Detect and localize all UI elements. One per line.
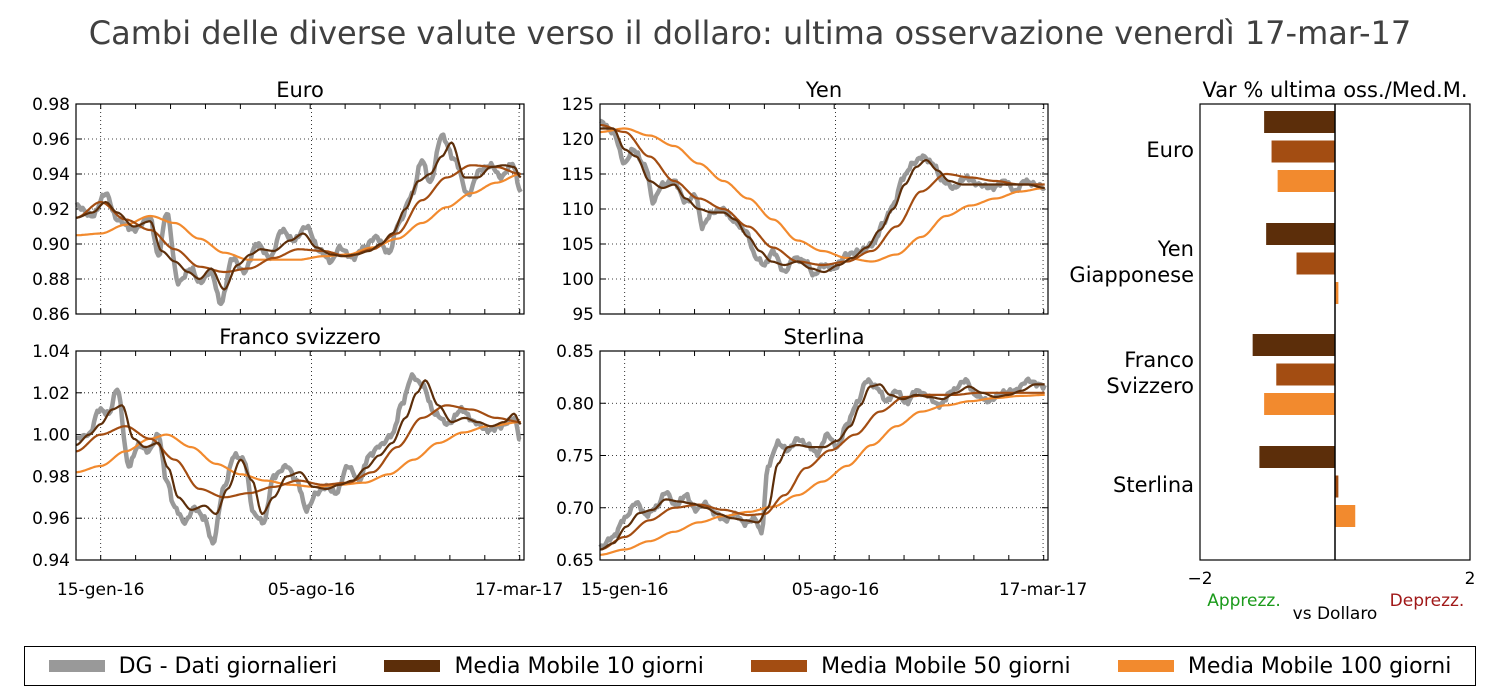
series-line-ma50-sterlina — [599, 391, 1045, 551]
chart-title-franco-svizzero: Franco svizzero — [219, 325, 381, 349]
bar-sterlina-ma100 — [1335, 505, 1356, 527]
category-label-franco: Franco — [1124, 348, 1194, 372]
x-tick-label-franco-svizzero: 05-ago-16 — [268, 580, 355, 600]
x-tick-label-sterlina: 05-ago-16 — [792, 580, 879, 600]
x-tick-label-franco-svizzero: 15-gen-16 — [57, 580, 145, 600]
series-line-ma50-franco-svizzero — [75, 404, 521, 499]
bar-euro-ma10 — [1264, 111, 1335, 133]
legend-label-daily: DG - Dati giornalieri — [118, 653, 338, 679]
bar-euro-ma100 — [1277, 170, 1335, 192]
chart-title-yen: Yen — [805, 78, 842, 102]
plot-frame-sterlina — [599, 350, 1049, 561]
y-tick-label-yen: 95 — [572, 305, 594, 325]
annotation-vs-dollaro: vs Dollaro — [1293, 604, 1378, 624]
series-line-daily-euro — [74, 132, 523, 307]
bar-yen-ma10 — [1266, 223, 1335, 245]
category-label-franco: Svizzero — [1106, 374, 1194, 398]
bar-chart-title: Var % ultima oss./Med.M. — [1202, 78, 1467, 102]
series-line-ma100-yen — [600, 127, 1045, 263]
bar-euro-ma50 — [1271, 140, 1335, 163]
bar-sterlina-ma50 — [1335, 475, 1339, 498]
series-line-daily-sterlina — [598, 376, 1047, 549]
y-tick-label-euro: 0.94 — [32, 165, 70, 185]
series-line-ma10-sterlina — [599, 383, 1045, 551]
category-label-yen: Giapponese — [1069, 263, 1194, 287]
y-tick-label-sterlina: 0.65 — [556, 551, 594, 571]
y-tick-label-sterlina: 0.80 — [556, 394, 594, 414]
annotation-apprezz: Apprezz. — [1207, 591, 1281, 611]
series-line-ma10-yen — [600, 127, 1045, 274]
series-line-ma100-sterlina — [599, 393, 1045, 556]
chart-legend: DG - Dati giornalieri Media Mobile 10 gi… — [24, 646, 1476, 686]
series-line-ma100-euro — [76, 172, 521, 261]
category-label-sterlina: Sterlina — [1113, 473, 1194, 497]
y-tick-label-franco-svizzero: 0.98 — [32, 467, 70, 487]
y-tick-label-yen: 110 — [562, 200, 594, 220]
category-label-euro: Euro — [1146, 138, 1194, 162]
bar-yen-ma100 — [1335, 282, 1339, 304]
legend-item-daily: DG - Dati giornalieri — [48, 653, 338, 679]
y-tick-label-sterlina: 0.75 — [556, 447, 594, 467]
y-tick-label-sterlina: 0.70 — [556, 499, 594, 519]
legend-item-ma50: Media Mobile 50 giorni — [751, 653, 1071, 679]
legend-item-ma10: Media Mobile 10 giorni — [384, 653, 704, 679]
legend-swatch-daily — [48, 660, 105, 672]
y-tick-label-sterlina: 0.85 — [556, 342, 594, 362]
chart-title-euro: Euro — [276, 78, 324, 102]
y-tick-label-yen: 105 — [562, 235, 594, 255]
bar-sterlina-ma10 — [1259, 446, 1335, 468]
bar-franco-ma50 — [1276, 363, 1335, 386]
y-tick-label-yen: 115 — [562, 165, 594, 185]
plot-frame-yen — [599, 103, 1049, 315]
x-tick-label-sterlina: 17-mar-17 — [999, 580, 1087, 600]
y-tick-label-euro: 0.98 — [32, 95, 70, 115]
y-tick-label-euro: 0.90 — [32, 235, 70, 255]
series-line-ma10-franco-svizzero — [75, 379, 522, 516]
series-line-ma50-yen — [599, 123, 1045, 267]
charts-canvas: Euro 0.86 0.88 0.90 0.92 0.94 0.96 0.98 Yen 95 100… — [32, 78, 1476, 624]
legend-item-ma100: Media Mobile 100 giorni — [1117, 653, 1452, 679]
legend-label-ma50: Media Mobile 50 giorni — [821, 653, 1071, 679]
plot-frame-franco-svizzero — [75, 350, 525, 561]
series-line-ma50-euro — [75, 164, 521, 274]
bar-x-tick-label: −2 — [1187, 569, 1212, 589]
y-tick-label-franco-svizzero: 0.96 — [32, 509, 70, 529]
annotation-deprezz: Deprezz. — [1390, 591, 1465, 611]
category-label-yen: Yen — [1157, 237, 1194, 261]
y-tick-label-euro: 0.88 — [32, 270, 70, 290]
bar-yen-ma50 — [1296, 252, 1335, 275]
y-tick-label-franco-svizzero: 1.04 — [32, 342, 70, 362]
y-tick-label-euro: 0.86 — [32, 305, 70, 325]
bar-franco-ma100 — [1264, 393, 1335, 415]
y-tick-label-franco-svizzero: 1.02 — [32, 384, 70, 404]
y-tick-label-franco-svizzero: 1.00 — [32, 426, 70, 446]
legend-label-ma10: Media Mobile 10 giorni — [454, 653, 704, 679]
y-tick-label-yen: 120 — [562, 130, 594, 150]
legend-swatch-ma10 — [384, 660, 441, 672]
bar-x-tick-label: 2 — [1465, 569, 1476, 589]
y-tick-label-yen: 100 — [562, 270, 594, 290]
series-line-daily-franco-svizzero — [75, 372, 522, 546]
bar-franco-ma10 — [1252, 334, 1335, 356]
x-tick-label-franco-svizzero: 17-mar-17 — [475, 580, 563, 600]
y-tick-label-franco-svizzero: 0.94 — [32, 551, 70, 571]
legend-label-ma100: Media Mobile 100 giorni — [1187, 653, 1452, 679]
y-tick-label-euro: 0.96 — [32, 130, 70, 150]
plot-frame-euro — [75, 103, 525, 315]
legend-swatch-ma50 — [751, 660, 808, 672]
chart-title-sterlina: Sterlina — [784, 325, 865, 349]
bar-plot-frame — [1199, 103, 1471, 561]
x-tick-label-sterlina: 15-gen-16 — [581, 580, 669, 600]
legend-swatch-ma100 — [1117, 660, 1174, 672]
series-line-ma10-euro — [75, 141, 522, 291]
y-tick-label-yen: 125 — [562, 95, 594, 115]
series-line-ma100-franco-svizzero — [75, 421, 521, 488]
y-tick-label-euro: 0.92 — [32, 200, 70, 220]
page-title: Cambi delle diverse valute verso il doll… — [88, 14, 1412, 52]
